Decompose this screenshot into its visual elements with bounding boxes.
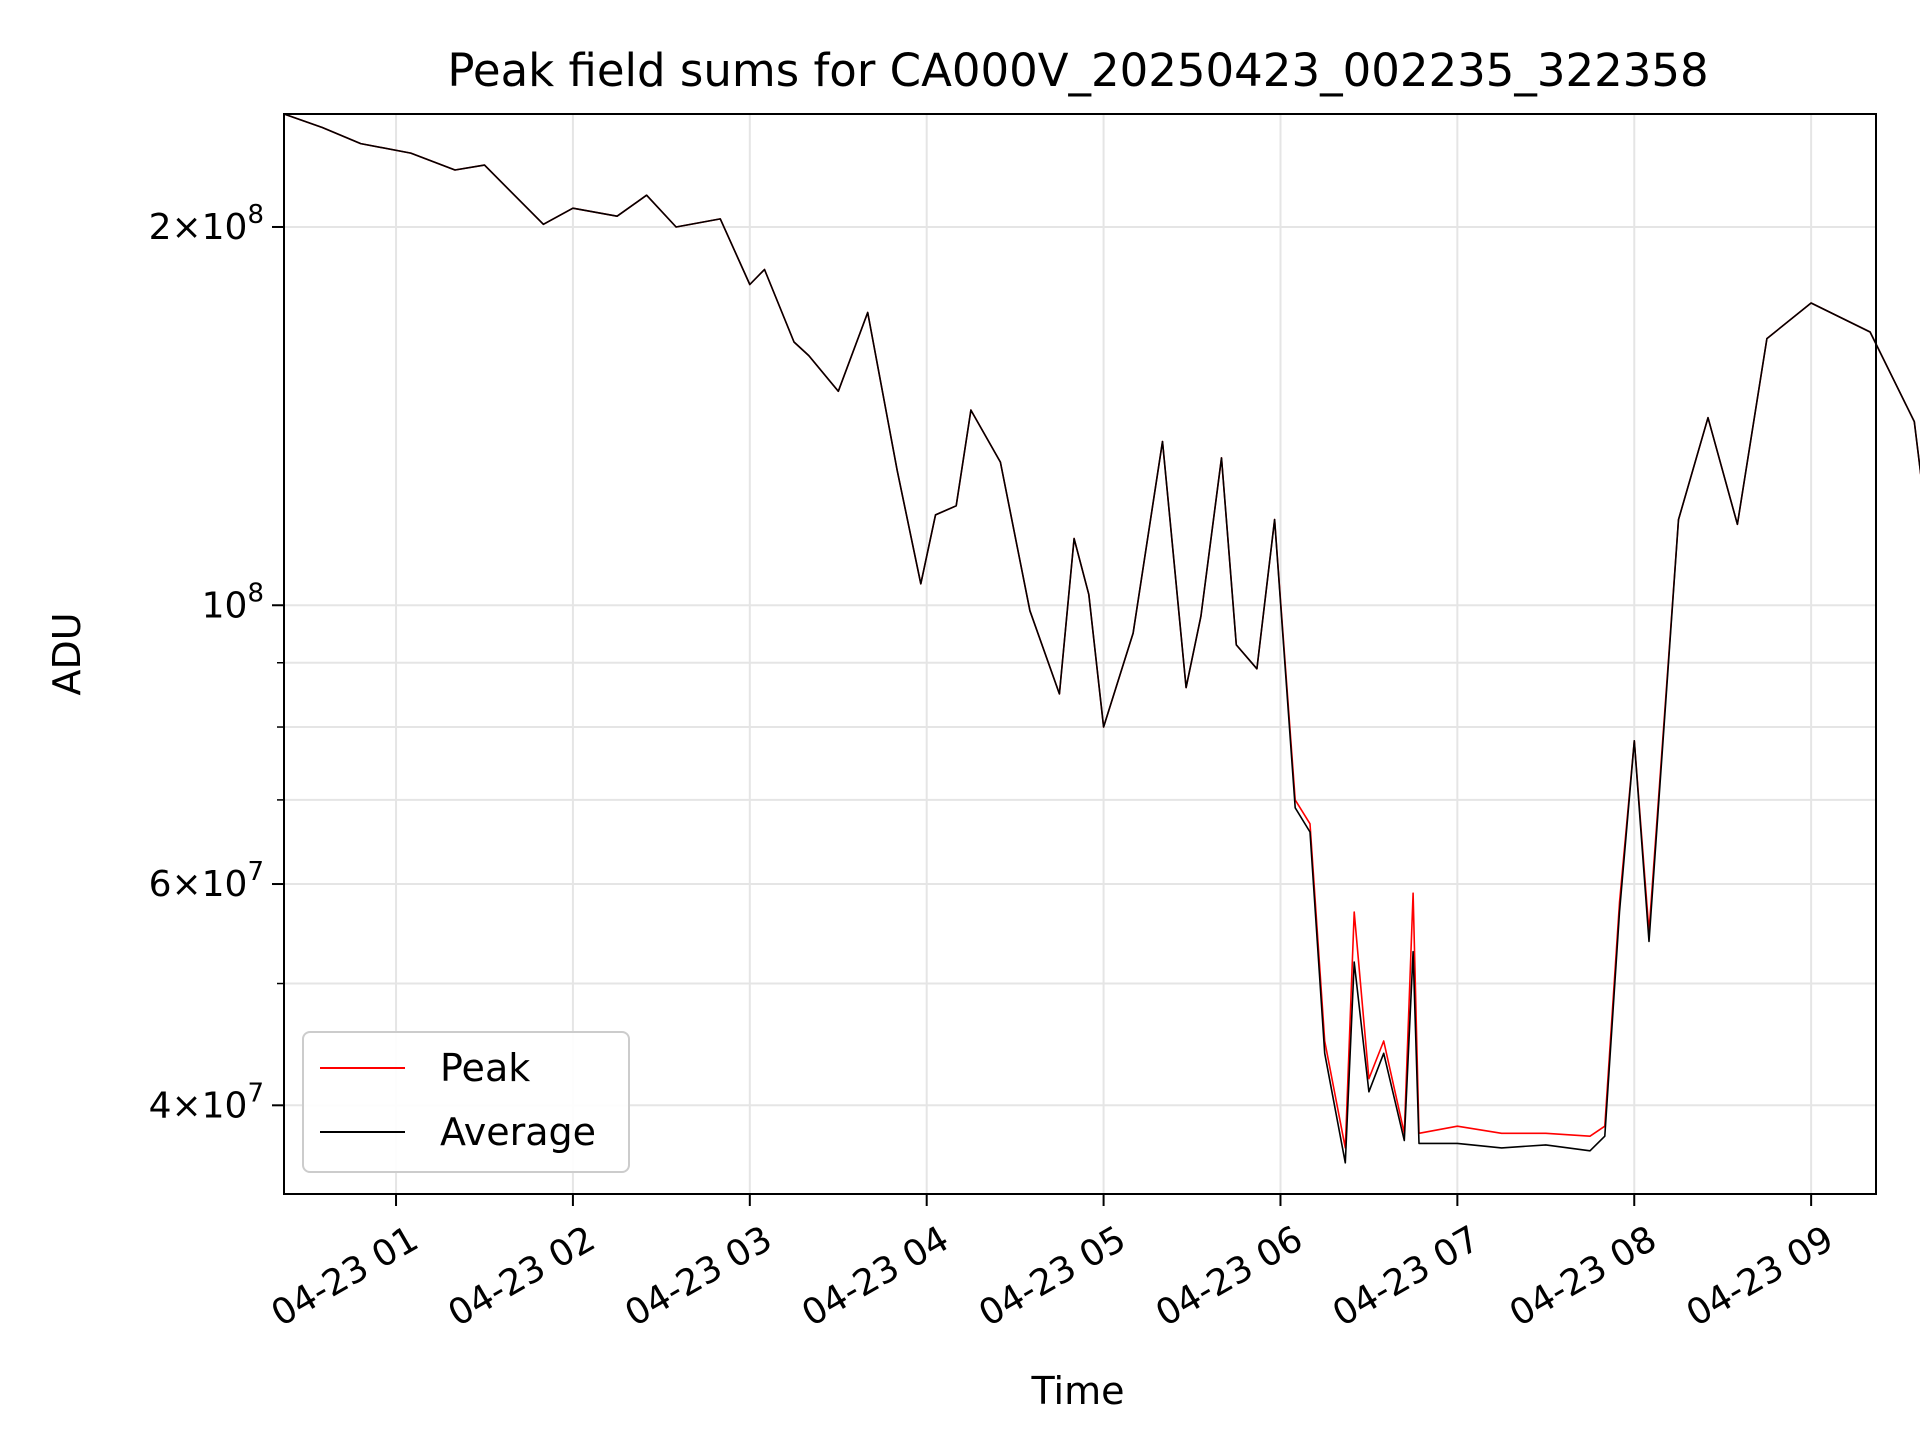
plot-area-frame [283,113,1877,1195]
series-line-average [283,113,1920,1164]
legend: Peak Average [302,1031,630,1173]
y-tick-label: 108 [202,578,264,626]
grid [284,114,1876,1194]
y-axis-ticks: 4×107 6×107 108 2×108 [149,200,284,1126]
y-axis-label: ADU [45,612,89,695]
chart-title: Peak field sums for CA000V_20250423_0022… [447,44,1708,97]
y-tick-label: 2×108 [149,200,264,248]
y-tick-label: 6×107 [149,857,264,905]
y-tick-label: 4×107 [149,1078,264,1126]
plot-series [283,113,1920,1164]
legend-label-average: Average [440,1110,596,1154]
x-axis-label: Time [1031,1369,1125,1413]
legend-label-peak: Peak [440,1046,530,1090]
